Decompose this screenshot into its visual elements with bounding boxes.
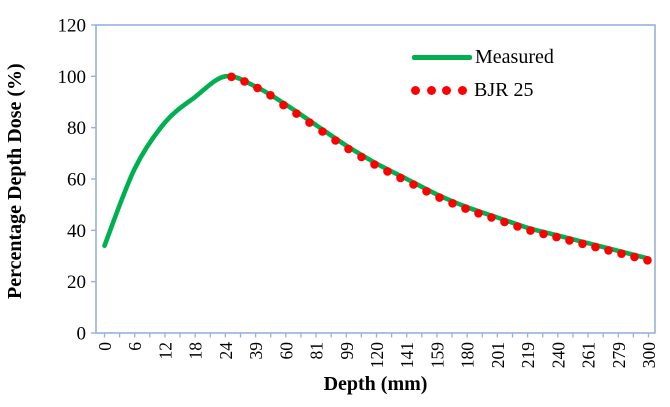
y-tick-label: 120 (58, 16, 87, 37)
bjr25-dot (422, 187, 431, 196)
bjr25-dot (318, 127, 327, 136)
legend-item-bjr25: BJR 25 (411, 79, 533, 102)
legend-dot-icon (426, 86, 436, 95)
measured-line-swatch (412, 55, 472, 60)
bjr25-dot (383, 167, 392, 176)
bjr25-dot (578, 239, 587, 249)
x-tick-label: 279 (609, 342, 629, 369)
x-tick-label: 12 (155, 342, 175, 360)
bjr25-dot (409, 180, 418, 189)
bjr25-dots-swatch (411, 86, 467, 95)
legend-dot-icon (457, 86, 467, 95)
bjr25-dot (279, 100, 288, 110)
bjr25-dot (292, 109, 301, 118)
bjr25-dot (474, 209, 483, 218)
bjr25-dot (461, 204, 470, 213)
bjr25-dot (305, 118, 314, 127)
x-tick-label: 219 (518, 342, 538, 369)
x-tick-label: 99 (337, 342, 357, 360)
bjr25-dot (435, 193, 444, 202)
bjr25-dot (448, 199, 457, 208)
x-tick-label: 240 (548, 342, 568, 369)
bjr25-dot (552, 232, 561, 242)
bjr25-dot (513, 222, 522, 231)
bjr25-dot (370, 160, 379, 169)
y-axis-title: Percentage Depth Dose (%) (4, 63, 26, 299)
legend-item-measured: Measured (412, 46, 554, 69)
x-tick-label: 261 (579, 342, 599, 368)
bjr25-dot (604, 246, 613, 255)
legend-dot-icon (442, 86, 452, 95)
legend-dot-icon (411, 86, 420, 95)
bjr25-dot (266, 91, 275, 100)
bjr25-dot (357, 152, 366, 162)
bjr25-dot (526, 226, 535, 235)
x-tick-label: 0 (95, 342, 115, 351)
x-tick-label: 81 (307, 342, 327, 360)
x-tick-label: 201 (488, 342, 508, 368)
bjr25-dot (500, 217, 509, 227)
x-tick-label: 18 (186, 342, 206, 360)
bjr25-dot (240, 77, 249, 86)
bjr25-dot (331, 136, 340, 145)
legend-label-bjr25: BJR 25 (474, 79, 534, 101)
bjr25-dot (591, 242, 600, 252)
bjr25-dot (344, 144, 353, 154)
bjr25-dot (617, 249, 626, 258)
legend-label-measured: Measured (475, 46, 554, 68)
x-tick-label: 120 (367, 342, 387, 369)
x-tick-label: 141 (397, 342, 417, 368)
y-tick-label: 0 (77, 324, 87, 345)
plot-border (95, 24, 656, 334)
x-tick-label: 159 (427, 342, 447, 369)
bjr25-dot (227, 72, 236, 82)
bjr25-dot (487, 213, 496, 222)
x-tick-label: 60 (276, 342, 296, 360)
bjr25-dot (253, 83, 262, 93)
x-tick-label: 24 (216, 342, 236, 360)
x-tick-label: 300 (639, 342, 659, 369)
bjr25-dot (565, 236, 574, 245)
x-tick-label: 39 (246, 342, 266, 360)
x-tick-label: 180 (458, 342, 478, 369)
y-tick-label: 100 (58, 67, 87, 88)
x-tick-label: 6 (125, 342, 145, 351)
x-axis-title: Depth (mm) (323, 373, 428, 395)
y-tick-label: 20 (67, 272, 86, 293)
bjr25-dot (396, 173, 405, 183)
y-tick-label: 60 (67, 170, 86, 191)
y-tick-label: 40 (67, 221, 86, 242)
bjr25-dot (539, 229, 548, 239)
y-tick-label: 80 (67, 118, 86, 139)
bjr25-dot (630, 252, 639, 262)
bjr25-dot (643, 255, 652, 265)
